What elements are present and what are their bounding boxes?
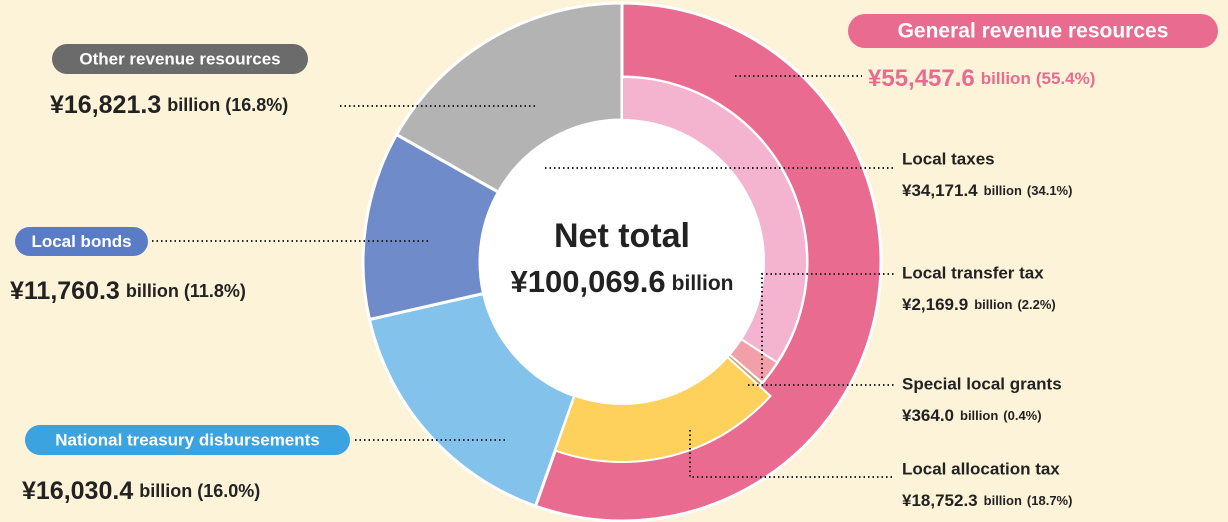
amount-label: ¥34,171.4 billion (34.1%) (902, 181, 1072, 200)
amount-value: ¥55,457.6 (868, 65, 975, 92)
amount-value: ¥364.0 (902, 406, 954, 425)
category-label: Local allocation tax (902, 459, 1060, 478)
amount-unit: billion (126, 281, 179, 301)
amount-percent: (16.0%) (197, 481, 260, 501)
amount-value: ¥16,030.4 (22, 477, 133, 505)
amount-percent: (16.8%) (225, 95, 288, 115)
center-title: Net total (554, 217, 690, 255)
amount-value: ¥16,821.3 (50, 91, 161, 119)
amount-unit: billion (984, 493, 1022, 508)
amount-percent: (34.1%) (1027, 183, 1073, 198)
amount-value: ¥11,760.3 (10, 277, 120, 305)
amount-label: ¥11,760.3 billion (11.8%) (10, 277, 246, 305)
amount-value: ¥2,169.9 (902, 295, 968, 314)
category-pill (15, 227, 148, 256)
amount-value: ¥18,752.3 (902, 491, 978, 510)
amount-label: ¥364.0 billion (0.4%) (902, 406, 1042, 425)
amount-label: ¥55,457.6 billion (55.4%) (868, 65, 1095, 92)
amount-percent: (18.7%) (1027, 493, 1073, 508)
category-pill (52, 44, 308, 74)
category-pill (25, 425, 350, 455)
amount-unit: billion (974, 297, 1012, 312)
category-label: General revenue resources (898, 20, 1169, 43)
amount-unit: billion (167, 95, 220, 115)
category-label: Special local grants (902, 374, 1062, 393)
amount-value: ¥34,171.4 (902, 181, 978, 200)
category-label: National treasury disbursements (55, 430, 320, 449)
category-pill (848, 14, 1218, 48)
center-hole (480, 120, 764, 404)
amount-percent: (0.4%) (1003, 408, 1041, 423)
amount-label: ¥16,821.3 billion (16.8%) (50, 91, 288, 119)
category-label: Local transfer tax (902, 263, 1044, 282)
category-label: Local bonds (31, 232, 131, 251)
amount-percent: (2.2%) (1017, 297, 1055, 312)
amount-label: ¥18,752.3 billion (18.7%) (902, 491, 1072, 510)
leader-lines (152, 75, 895, 478)
labels: Net total ¥100,069.6 billion General revenu… (10, 14, 1218, 510)
leader (761, 273, 895, 378)
total-value: ¥100,069.6 (511, 264, 666, 299)
category-label: Other revenue resources (79, 49, 280, 68)
amount-unit: billion (960, 408, 998, 423)
amount-percent: (11.8%) (184, 281, 246, 301)
center-total: ¥100,069.6 billion (511, 264, 734, 299)
donut (361, 1, 883, 522)
total-unit: billion (672, 272, 734, 295)
category-label: Local taxes (902, 149, 995, 168)
amount-unit: billion (139, 481, 192, 501)
amount-percent: (55.4%) (1036, 69, 1096, 88)
amount-label: ¥16,030.4 billion (16.0%) (22, 477, 260, 505)
amount-unit: billion (984, 183, 1022, 198)
amount-unit: billion (981, 69, 1031, 88)
amount-label: ¥2,169.9 billion (2.2%) (902, 295, 1056, 314)
